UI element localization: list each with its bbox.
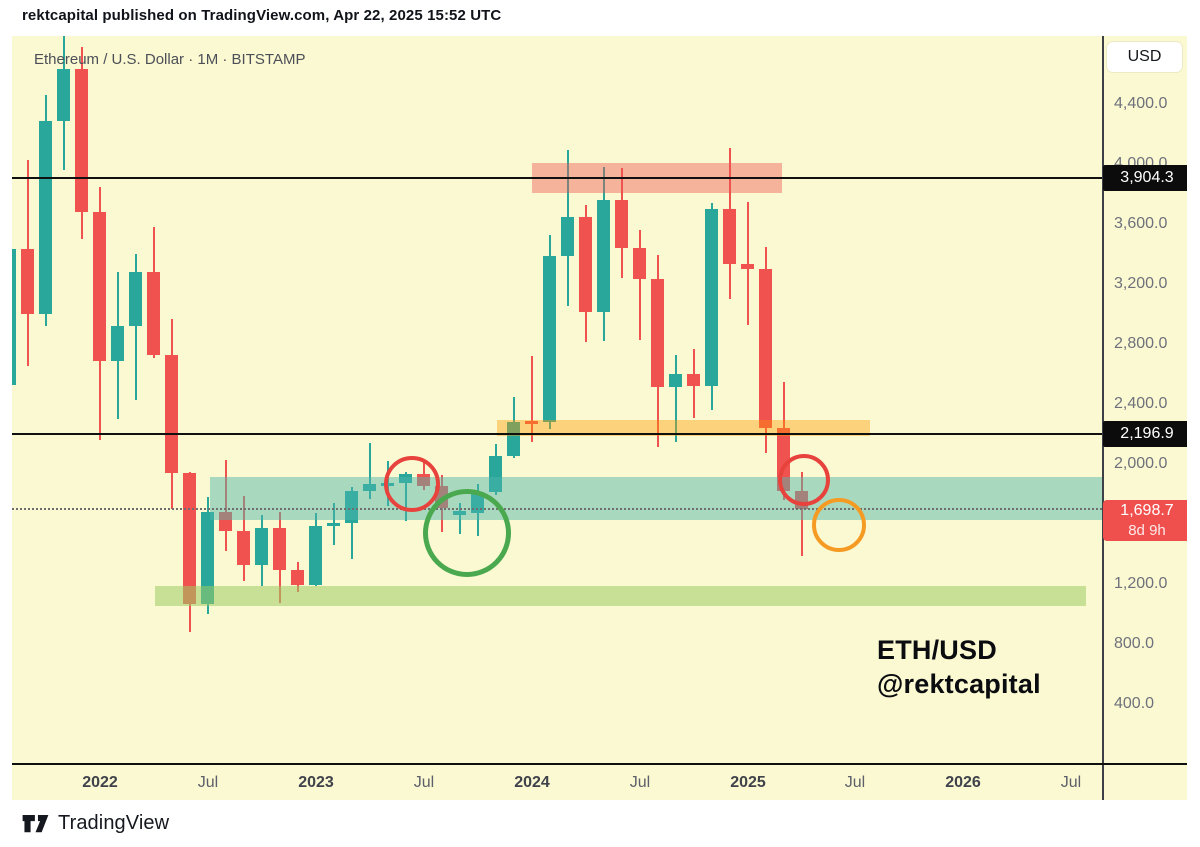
resistance-line [12, 177, 1102, 179]
candle-wick-2022-03 [135, 254, 137, 400]
candle-2022-10 [255, 528, 268, 565]
candle-2021-11 [57, 69, 70, 121]
red-circle-2023 [384, 456, 440, 512]
green-support-zone [155, 586, 1086, 606]
red-circle-2025 [778, 454, 830, 506]
price-lines-layer [12, 36, 1102, 763]
time-tick-jul-196: Jul [197, 774, 219, 791]
time-tick-2024-520: 2024 [514, 774, 550, 791]
time-tick-2025-736: 2025 [730, 774, 766, 791]
plot-area[interactable] [12, 36, 1102, 763]
orange-retest-zone [497, 420, 870, 436]
candle-2022-08 [219, 512, 232, 531]
candle-2024-07 [633, 248, 646, 279]
tradingview-logo-text: TradingView [58, 811, 170, 834]
candle-2024-04 [579, 217, 592, 312]
candle-2023-04 [363, 484, 376, 491]
candle-2023-11 [489, 456, 502, 492]
candle-2024-06 [615, 200, 628, 248]
candle-2025-01 [741, 264, 754, 269]
candle-2022-03 [129, 272, 142, 326]
price-tick-2400: 2,400.0 [1114, 395, 1168, 412]
last-price-line [12, 508, 1102, 510]
candle-2022-11 [273, 528, 286, 570]
time-tick-jul-412: Jul [413, 774, 435, 791]
candle-2024-03 [561, 217, 574, 256]
candle-wick-2023-03 [351, 487, 353, 559]
time-tick-2023-304: 2023 [298, 774, 334, 791]
price-tick-2800: 2,800.0 [1114, 335, 1168, 352]
candle-2022-02 [111, 326, 124, 361]
candle-2021-09 [21, 249, 34, 314]
price-tick-4400: 4,400.0 [1114, 95, 1168, 112]
chart-canvas[interactable]: Ethereum / U.S. Dollar · 1M · BITSTAMP E… [12, 36, 1187, 800]
candle-2024-09 [669, 374, 682, 387]
candle-wick-2024-01 [531, 356, 533, 442]
tradingview-footer[interactable]: TradingView [22, 808, 169, 838]
time-tick-jul-1059: Jul [1060, 774, 1082, 791]
time-axis-border [12, 763, 1187, 765]
support-line [12, 433, 1102, 435]
candle-2022-12 [291, 570, 304, 585]
zones-layer [12, 36, 1102, 763]
candle-2022-09 [237, 531, 250, 565]
currency-badge[interactable]: USD [1107, 42, 1182, 72]
time-tick-jul-843: Jul [844, 774, 866, 791]
price-tick-2000: 2,000.0 [1114, 455, 1168, 472]
candle-wick-2023-04 [369, 443, 371, 499]
time-axis[interactable]: 2022 Jul 2023 Jul 2024 Jul 2025 Jul 2026 Jul [12, 765, 1187, 800]
watermark: ETH/USD @rektcapital [877, 633, 1041, 701]
candle-2023-02 [327, 523, 340, 526]
candle-wick-2022-08 [225, 460, 227, 551]
watermark-handle: @rektcapital [877, 669, 1041, 699]
time-tick-2026-951: 2026 [945, 774, 981, 791]
time-tick-2022-88: 2022 [82, 774, 118, 791]
symbol-title: Ethereum / U.S. Dollar · 1M · BITSTAMP [34, 51, 306, 68]
candle-wick-2025-01 [747, 202, 749, 325]
candle-wick-2025-04 [801, 472, 803, 556]
candle-wick-2024-07 [639, 230, 641, 340]
candle-2024-12 [723, 209, 736, 264]
bar-countdown: 8d 9h [1128, 521, 1166, 539]
price-tick-1200: 1,200.0 [1114, 575, 1168, 592]
candle-2021-10 [39, 121, 52, 314]
price-tick-3200: 3,200.0 [1114, 275, 1168, 292]
price-axis-border [1102, 36, 1104, 800]
green-circle-2023 [423, 489, 511, 577]
teal-support-zone [210, 477, 1102, 520]
candle-2024-11 [705, 209, 718, 386]
published-attribution: rektcapital published on TradingView.com… [22, 7, 502, 24]
candle-2023-01 [309, 526, 322, 585]
price-tick-3600: 3,600.0 [1114, 215, 1168, 232]
candle-2023-12 [507, 422, 520, 456]
candle-2024-05 [597, 200, 610, 312]
watermark-symbol: ETH/USD [877, 635, 997, 665]
candle-2022-04 [147, 272, 160, 355]
time-tick-jul-628: Jul [629, 774, 651, 791]
resistance-price-label: 3,904.3 [1103, 165, 1187, 191]
candle-2021-08 [12, 249, 16, 385]
candle-2024-01 [525, 421, 538, 424]
candle-2024-08 [651, 279, 664, 387]
candle-2025-02 [759, 269, 772, 428]
candle-2022-07 [201, 512, 214, 604]
candle-2023-03 [345, 491, 358, 523]
candle-2021-12 [75, 69, 88, 212]
candle-wick-2024-09 [675, 355, 677, 442]
last-price-value: 1,698.7 [1120, 501, 1174, 519]
candle-2024-10 [687, 374, 700, 386]
annotation-circles-layer [12, 36, 1102, 763]
candle-2022-05 [165, 355, 178, 473]
tradingview-logo-icon [22, 815, 49, 833]
candle-2022-06 [183, 473, 196, 604]
price-tick-400: 400.0 [1114, 695, 1155, 712]
support-price-label: 2,196.9 [1103, 421, 1187, 447]
price-axis[interactable]: USD 4,400.0 4,000.0 3,600.0 3,200.0 2,800.0 2… [1102, 36, 1187, 800]
candle-2022-01 [93, 212, 106, 361]
candle-2024-02 [543, 256, 556, 422]
last-price-label: 1,698.7 8d 9h [1103, 500, 1187, 541]
orange-circle-2025 [812, 498, 866, 552]
price-tick-800: 800.0 [1114, 635, 1155, 652]
